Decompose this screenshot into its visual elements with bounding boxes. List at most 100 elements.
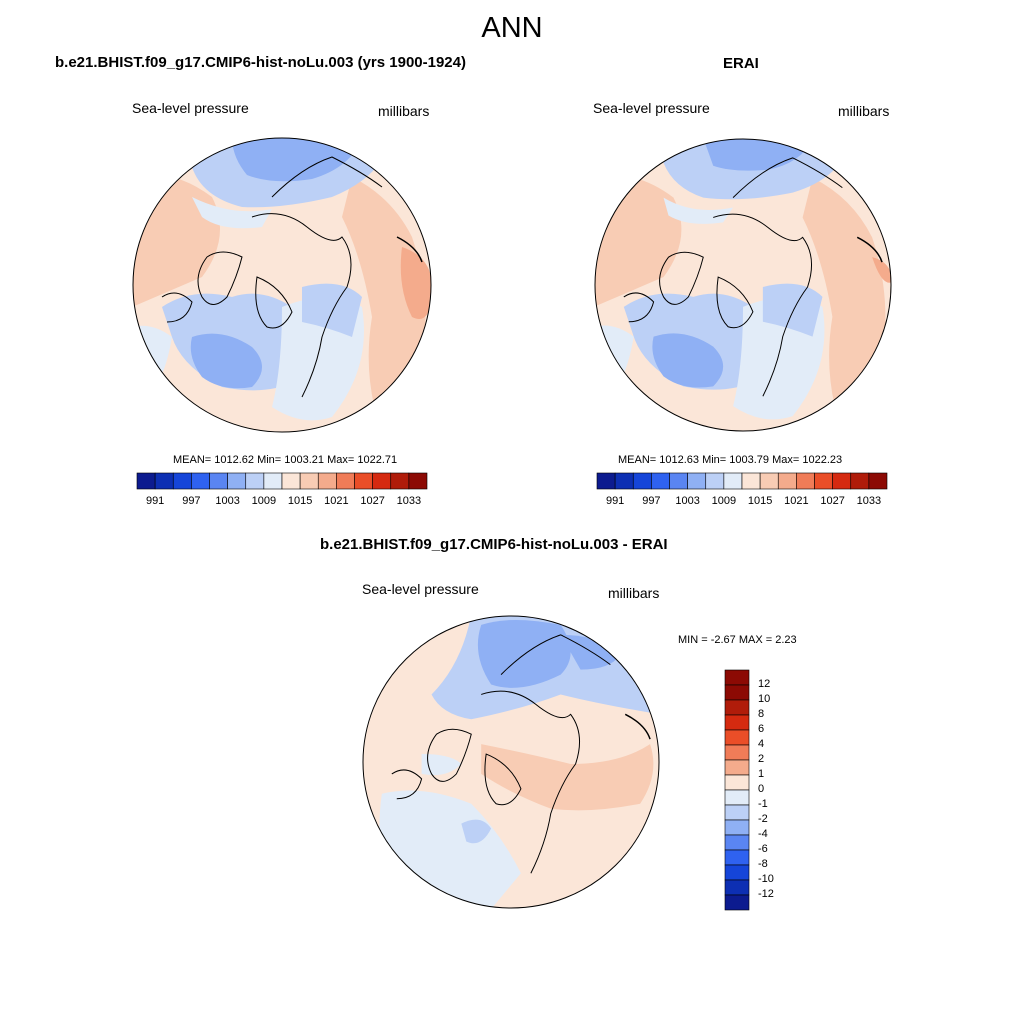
panel3-colorbar-swatch-7 (724, 774, 750, 791)
panel3-units: millibars (608, 585, 660, 601)
panel1-title: b.e21.BHIST.f09_g17.CMIP6-hist-noLu.003 … (55, 54, 466, 71)
panel2-colorbar-swatch-9 (759, 472, 779, 490)
panel3-colorbar-swatch-14 (724, 879, 750, 896)
panel1-variable: Sea-level pressure (132, 100, 249, 116)
panel3-colorbar-swatch-2 (724, 699, 750, 716)
panel3-polar-map (362, 615, 660, 909)
panel2-variable: Sea-level pressure (593, 100, 710, 116)
panel1-colorbar-label-2: 1003 (215, 495, 240, 507)
panel3-colorbar-swatch-9 (724, 804, 750, 821)
panel2-colorbar-label-3: 1009 (711, 495, 737, 507)
panel3-variable: Sea-level pressure (362, 581, 479, 597)
panel2-colorbar-swatch-7 (723, 472, 743, 490)
panel1-colorbar-label-6: 1027 (360, 495, 385, 507)
panel1-colorbar-swatch-14 (390, 472, 410, 490)
panel3-colorbar-label-3: 6 (758, 723, 765, 735)
panel3-colorbar-swatch-13 (724, 864, 750, 881)
panel3-colorbar (724, 669, 750, 911)
panel3-colorbar-labels: 12 10 8 6 4 2 1 0 -1 -2 -4 -6 -8 -10 -12 (756, 670, 796, 910)
panel2-colorbar-label-4: 1015 (747, 495, 773, 507)
panel2-colorbar-label-6: 1027 (820, 495, 845, 507)
panel1-colorbar-label-0: 991 (145, 495, 165, 507)
panel2-colorbar-swatch-1 (614, 472, 634, 490)
panel2-colorbar (596, 472, 888, 490)
panel1-colorbar-swatch-13 (372, 472, 392, 490)
panel3-colorbar-swatch-1 (724, 684, 750, 701)
panel3-colorbar-label-11: -6 (758, 843, 768, 855)
panel2-colorbar-swatch-10 (777, 472, 797, 490)
panel2-colorbar-swatch-12 (814, 472, 833, 490)
panel2-colorbar-swatch-2 (632, 472, 652, 490)
panel2-title: ERAI (723, 55, 759, 72)
panel1-colorbar-swatch-5 (227, 472, 247, 490)
panel3-colorbar-label-2: 8 (758, 708, 765, 720)
panel2-polar-map (594, 138, 892, 432)
panel1-colorbar-swatch-9 (299, 472, 319, 490)
panel1-units: millibars (378, 103, 430, 119)
panel3-colorbar-swatch-11 (724, 834, 750, 851)
panel2-colorbar-swatch-5 (687, 472, 707, 490)
panel2-units: millibars (838, 103, 890, 119)
panel3-colorbar-label-6: 1 (758, 768, 765, 780)
panel1-colorbar-swatch-1 (154, 472, 174, 490)
panel2-colorbar-swatch-11 (796, 472, 815, 490)
panel3-colorbar-swatch-4 (724, 729, 750, 746)
panel2-colorbar-swatch-13 (832, 472, 852, 490)
panel2-colorbar-swatch-15 (868, 472, 888, 490)
panel3-colorbar-label-0: 12 (758, 678, 771, 690)
panel3-colorbar-label-10: -4 (758, 828, 768, 840)
panel2-colorbar-swatch-4 (669, 472, 688, 490)
figure-title: ANN (481, 12, 543, 44)
panel2-colorbar-swatch-14 (850, 472, 870, 490)
panel3-colorbar-label-9: -2 (758, 813, 768, 825)
panel1-colorbar-labels: 991 997 1003 1009 1015 1021 1027 1033 (137, 495, 427, 509)
panel1-colorbar-swatch-4 (209, 472, 228, 490)
panel1-stats: MEAN= 1012.62 Min= 1003.21 Max= 1022.71 (173, 454, 398, 466)
panel2-colorbar-swatch-6 (705, 472, 725, 490)
panel3-colorbar-swatch-6 (724, 759, 750, 776)
panel2-colorbar-label-1: 997 (642, 495, 661, 507)
panel1-colorbar-swatch-7 (263, 472, 283, 490)
panel1-colorbar-label-1: 997 (182, 495, 201, 507)
panel1-colorbar (136, 472, 428, 490)
panel1-colorbar-swatch-8 (281, 472, 301, 490)
panel2-colorbar-swatch-0 (596, 472, 616, 490)
panel1-colorbar-swatch-6 (245, 472, 265, 490)
panel2-colorbar-label-7: 1033 (856, 495, 882, 507)
panel1-colorbar-label-7: 1033 (396, 495, 422, 507)
panel2-colorbar-label-5: 1021 (784, 495, 809, 507)
panel2-colorbar-swatch-3 (651, 472, 670, 490)
panel3-colorbar-swatch-12 (724, 849, 750, 866)
panel3-stats: MIN = -2.67 MAX = 2.23 (678, 634, 797, 646)
panel3-colorbar-label-14: -12 (758, 888, 774, 900)
panel1-colorbar-label-3: 1009 (251, 495, 277, 507)
panel1-colorbar-swatch-2 (172, 472, 192, 490)
panel3-title: b.e21.BHIST.f09_g17.CMIP6-hist-noLu.003 … (320, 536, 668, 553)
panel1-colorbar-swatch-15 (408, 472, 428, 490)
panel1-colorbar-swatch-10 (317, 472, 337, 490)
panel2-colorbar-labels: 991 997 1003 1009 1015 1021 1027 1033 (597, 495, 887, 509)
panel2-stats: MEAN= 1012.63 Min= 1003.79 Max= 1022.23 (618, 454, 843, 466)
panel3-colorbar-label-8: -1 (758, 798, 768, 810)
panel3-colorbar-swatch-15 (724, 894, 750, 911)
panel3-colorbar-swatch-3 (724, 714, 750, 731)
panel1-colorbar-swatch-11 (336, 472, 355, 490)
panel1-colorbar-swatch-12 (354, 472, 373, 490)
panel1-colorbar-swatch-3 (191, 472, 210, 490)
panel3-colorbar-label-12: -8 (758, 858, 768, 870)
panel2-colorbar-label-0: 991 (605, 495, 625, 507)
panel1-colorbar-label-5: 1021 (324, 495, 349, 507)
panel3-colorbar-swatch-8 (724, 789, 750, 806)
panel1-colorbar-swatch-0 (136, 472, 156, 490)
panel3-colorbar-label-5: 2 (758, 753, 765, 765)
panel3-colorbar-label-13: -10 (758, 873, 774, 885)
panel2-colorbar-swatch-8 (741, 472, 761, 490)
panel3-colorbar-swatch-5 (724, 744, 750, 761)
panel3-colorbar-label-7: 0 (758, 783, 765, 795)
panel3-colorbar-swatch-10 (724, 819, 750, 836)
panel1-polar-map (132, 137, 432, 433)
panel1-colorbar-label-4: 1015 (287, 495, 313, 507)
panel3-colorbar-label-4: 4 (758, 738, 765, 750)
panel3-colorbar-swatch-0 (724, 669, 750, 686)
panel2-colorbar-label-2: 1003 (675, 495, 700, 507)
